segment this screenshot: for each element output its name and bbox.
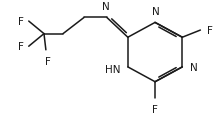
Text: N: N bbox=[190, 62, 198, 72]
Text: N: N bbox=[152, 7, 160, 17]
Text: F: F bbox=[207, 26, 213, 36]
Text: HN: HN bbox=[105, 64, 120, 74]
Text: F: F bbox=[152, 104, 158, 114]
Text: F: F bbox=[18, 42, 24, 52]
Text: F: F bbox=[45, 57, 51, 66]
Text: F: F bbox=[18, 17, 24, 27]
Text: N: N bbox=[102, 2, 110, 12]
